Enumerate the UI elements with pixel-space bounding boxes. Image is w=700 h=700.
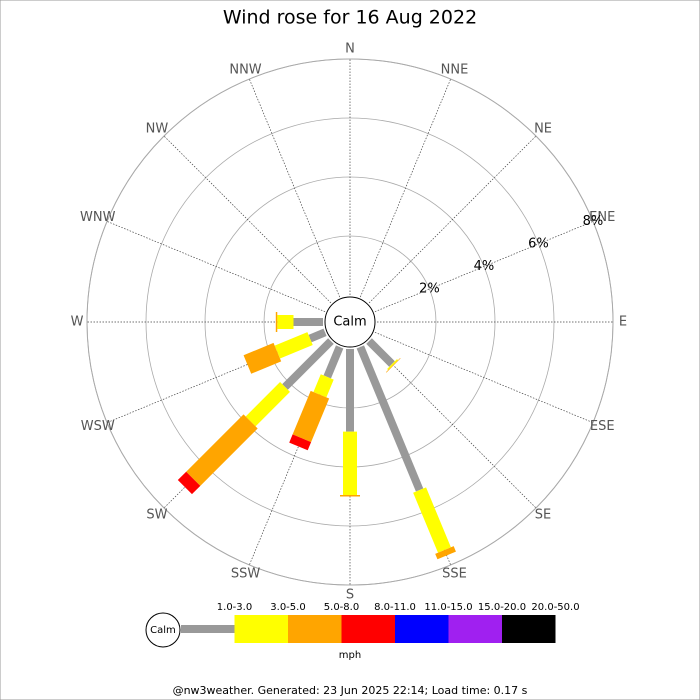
bar-segment xyxy=(435,546,456,560)
direction-label: WNW xyxy=(80,210,116,225)
legend-swatch xyxy=(341,615,395,643)
bar-segment xyxy=(356,345,424,492)
bar-segment xyxy=(282,338,334,390)
spoke xyxy=(374,332,594,423)
spoke xyxy=(163,135,332,304)
direction-label: ENE xyxy=(589,210,615,225)
chart-title: Wind rose for 16 Aug 2022 xyxy=(223,7,477,29)
bar-segment xyxy=(292,390,330,443)
direction-label: NNW xyxy=(229,62,261,77)
direction-label: W xyxy=(71,315,84,330)
bar-segment xyxy=(413,487,451,553)
legend-swatch xyxy=(234,615,288,643)
direction-label: NW xyxy=(146,121,169,136)
footer: @nw3weather. Generated: 23 Jun 2025 22:1… xyxy=(173,684,528,697)
bar-segment xyxy=(386,358,401,373)
bar-segment xyxy=(293,318,323,326)
bar-segment xyxy=(340,495,360,497)
legend-swatch xyxy=(395,615,449,643)
legend-label: 8.0-11.0 xyxy=(374,602,416,613)
bar-segment xyxy=(313,374,334,398)
direction-label: SW xyxy=(146,508,167,523)
spoke xyxy=(360,78,451,298)
direction-label: SSW xyxy=(231,567,261,582)
spoke xyxy=(106,221,326,312)
direction-label: SSE xyxy=(442,567,467,582)
direction-label: S xyxy=(346,588,354,603)
legend-label: 5.0-8.0 xyxy=(324,602,359,613)
bar-segment xyxy=(343,431,357,496)
legend-swatch xyxy=(448,615,502,643)
direction-label: WSW xyxy=(81,419,115,434)
ring-label: 8% xyxy=(583,214,604,229)
direction-label: E xyxy=(619,315,627,330)
legend-label: 1.0-3.0 xyxy=(217,602,252,613)
bar-segment xyxy=(243,342,282,374)
direction-label: SE xyxy=(535,508,551,523)
legend-unit: mph xyxy=(339,650,361,661)
calm-circle xyxy=(324,296,376,348)
bar-segment xyxy=(323,345,344,379)
bar-segment xyxy=(274,332,313,359)
calm-label: Calm xyxy=(333,315,366,330)
ring-label: 6% xyxy=(528,236,549,251)
legend-label: 15.0-20.0 xyxy=(478,602,526,613)
spoke xyxy=(374,221,594,312)
legend-swatch xyxy=(502,615,556,643)
spoke xyxy=(368,340,537,509)
bar-segment xyxy=(275,312,278,332)
legend-calm-label: Calm xyxy=(150,625,176,636)
bar-segment xyxy=(277,315,294,329)
legend-label: 11.0-15.0 xyxy=(424,602,472,613)
bar-segment xyxy=(387,359,399,371)
direction-label: ESE xyxy=(590,419,615,434)
direction-label: NE xyxy=(534,121,552,136)
bar-segment xyxy=(346,349,354,432)
legend-label: 20.0-50.0 xyxy=(531,602,579,613)
bar-segment xyxy=(186,414,258,486)
legend-calm xyxy=(145,612,181,648)
bar-segment xyxy=(366,338,395,367)
direction-label: NNE xyxy=(441,62,469,77)
bar-segment xyxy=(177,471,201,495)
bar-segment xyxy=(308,328,327,343)
legend-swatch xyxy=(288,615,342,643)
ring-label: 2% xyxy=(419,282,440,297)
legend-swatch xyxy=(181,625,235,633)
bar-segment xyxy=(245,382,290,427)
legend-label: 3.0-5.0 xyxy=(270,602,305,613)
spoke xyxy=(368,135,537,304)
ring xyxy=(86,58,614,586)
bar-segment xyxy=(289,434,312,451)
spoke xyxy=(249,78,340,298)
direction-label: N xyxy=(345,42,355,57)
ring-label: 4% xyxy=(474,259,495,274)
